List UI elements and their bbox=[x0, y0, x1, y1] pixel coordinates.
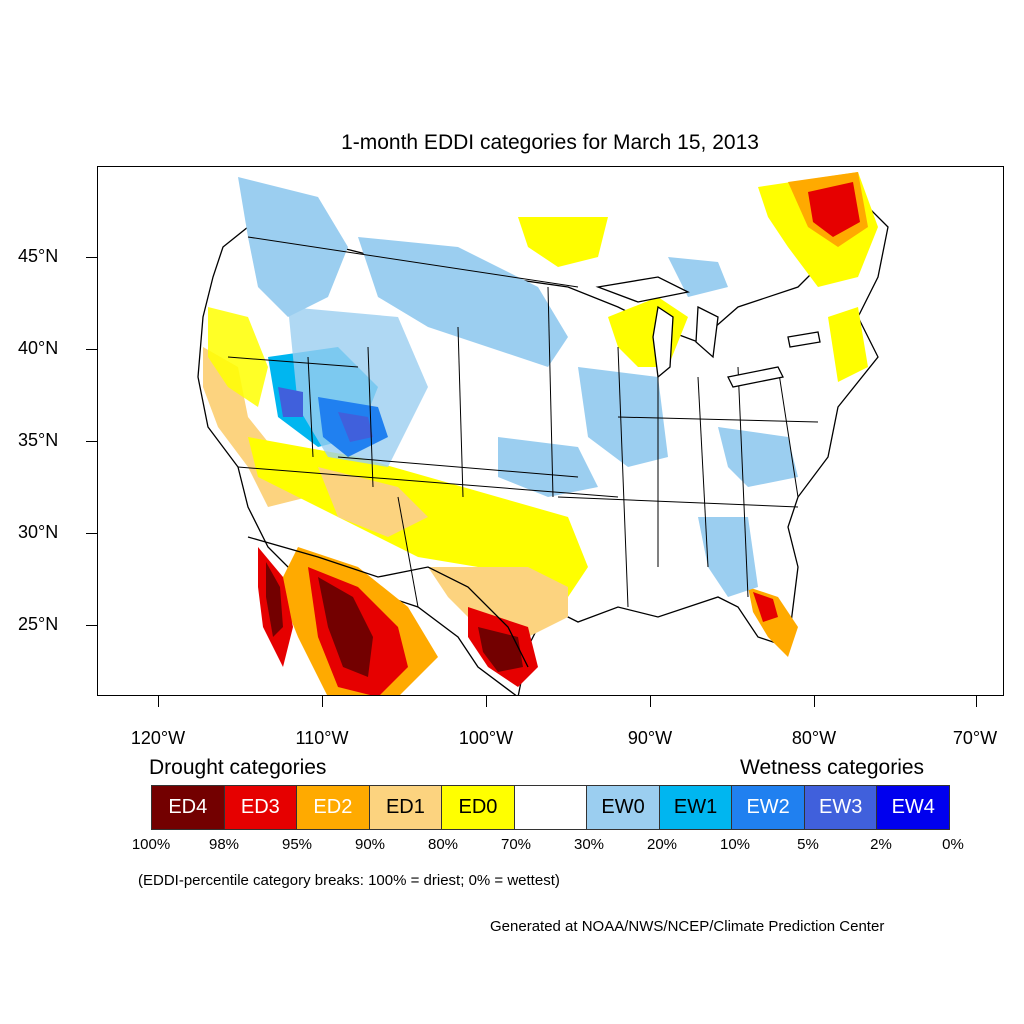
map-title: 1-month EDDI categories for March 15, 20… bbox=[341, 131, 759, 154]
rockies-ew3-region bbox=[338, 412, 373, 442]
baja-ed4-region bbox=[266, 562, 283, 637]
lat-tick bbox=[86, 441, 97, 443]
lat-tick bbox=[86, 625, 97, 627]
lake-huron bbox=[695, 305, 719, 359]
lon-label-120w: 120°W bbox=[130, 728, 186, 748]
legend-box-neutral bbox=[514, 786, 588, 829]
lat-label-40n: 40°N bbox=[18, 338, 59, 358]
legend-break-label: 5% bbox=[797, 836, 819, 853]
lat-label-35n: 35°N bbox=[18, 430, 59, 450]
southwest-ed1-region bbox=[318, 467, 428, 537]
wetness-categories-heading: Wetness categories bbox=[740, 756, 925, 779]
west-coast-ed0-region bbox=[208, 307, 268, 407]
legend-break-label: 70% bbox=[500, 836, 532, 853]
lon-tick bbox=[814, 696, 816, 707]
lon-label-90w: 90°W bbox=[627, 728, 673, 748]
ontario-ew0-region bbox=[668, 257, 728, 297]
legend-box-ew1: EW1 bbox=[659, 786, 733, 829]
lon-label-100w: 100°W bbox=[458, 728, 514, 748]
legend-box-ew3: EW3 bbox=[804, 786, 878, 829]
lake-ontario bbox=[787, 331, 821, 348]
new-england-ed0-region bbox=[828, 307, 868, 382]
utah-ew3-region bbox=[278, 387, 303, 417]
legend-box-ed1: ED1 bbox=[369, 786, 443, 829]
northern-plains-ew0-region bbox=[358, 237, 568, 367]
eddi-map bbox=[197, 172, 889, 695]
legend-break-label: 2% bbox=[870, 836, 892, 853]
florida-ed3-region bbox=[753, 592, 778, 622]
quebec-ed3-region bbox=[808, 182, 860, 237]
percentile-footnote: (EDDI-percentile category breaks: 100% =… bbox=[138, 872, 560, 889]
legend-box-ew4: EW4 bbox=[877, 786, 950, 829]
lon-tick bbox=[650, 696, 652, 707]
ohio-valley-ew0-region bbox=[718, 427, 798, 487]
north-ed0-region bbox=[518, 217, 608, 267]
legend-color-bar: ED4 ED3 ED2 ED1 ED0 EW0 EW1 EW2 EW3 EW4 bbox=[151, 785, 950, 830]
legend-break-label: 80% bbox=[427, 836, 459, 853]
plains-ew0-region bbox=[498, 437, 598, 497]
legend-box-ed4: ED4 bbox=[152, 786, 225, 829]
lon-label-70w: 70°W bbox=[952, 728, 998, 748]
lat-tick bbox=[86, 533, 97, 535]
lake-erie bbox=[727, 366, 784, 388]
credit-line: Generated at NOAA/NWS/NCEP/Climate Predi… bbox=[490, 918, 885, 935]
lon-tick bbox=[486, 696, 488, 707]
legend-break-label: 0% bbox=[942, 836, 964, 853]
legend-box-ew2: EW2 bbox=[732, 786, 805, 829]
us-mexico-border bbox=[247, 536, 529, 668]
legend-box-ed3: ED3 bbox=[224, 786, 298, 829]
lon-tick bbox=[976, 696, 978, 707]
southeast-ew0-region bbox=[698, 517, 758, 597]
lon-label-80w: 80°W bbox=[791, 728, 837, 748]
legend-break-label: 10% bbox=[719, 836, 751, 853]
lat-tick bbox=[86, 349, 97, 351]
northwest-ew0-region bbox=[238, 177, 348, 317]
legend-box-ed0: ED0 bbox=[442, 786, 515, 829]
lake-michigan bbox=[652, 305, 674, 379]
legend-break-label: 20% bbox=[646, 836, 678, 853]
lat-label-45n: 45°N bbox=[18, 246, 59, 266]
lat-label-25n: 25°N bbox=[18, 614, 59, 634]
legend-break-label: 100% bbox=[131, 836, 171, 853]
legend-box-ed2: ED2 bbox=[297, 786, 370, 829]
legend-break-label: 90% bbox=[354, 836, 386, 853]
map-plot-area bbox=[97, 166, 1004, 696]
drought-categories-heading: Drought categories bbox=[149, 756, 327, 779]
lon-tick bbox=[322, 696, 324, 707]
legend-break-label: 30% bbox=[573, 836, 605, 853]
mexico-ed4-region bbox=[318, 577, 373, 677]
lake-superior bbox=[595, 276, 690, 303]
lat-tick bbox=[86, 257, 97, 259]
state-borders bbox=[227, 236, 819, 608]
lon-label-110w: 110°W bbox=[295, 728, 349, 748]
legend-break-label: 98% bbox=[208, 836, 240, 853]
lon-tick bbox=[158, 696, 160, 707]
legend-break-label: 95% bbox=[281, 836, 313, 853]
legend-box-ew0: EW0 bbox=[587, 786, 660, 829]
lat-label-30n: 30°N bbox=[18, 522, 59, 542]
south-texas-ed4-region bbox=[478, 627, 523, 672]
